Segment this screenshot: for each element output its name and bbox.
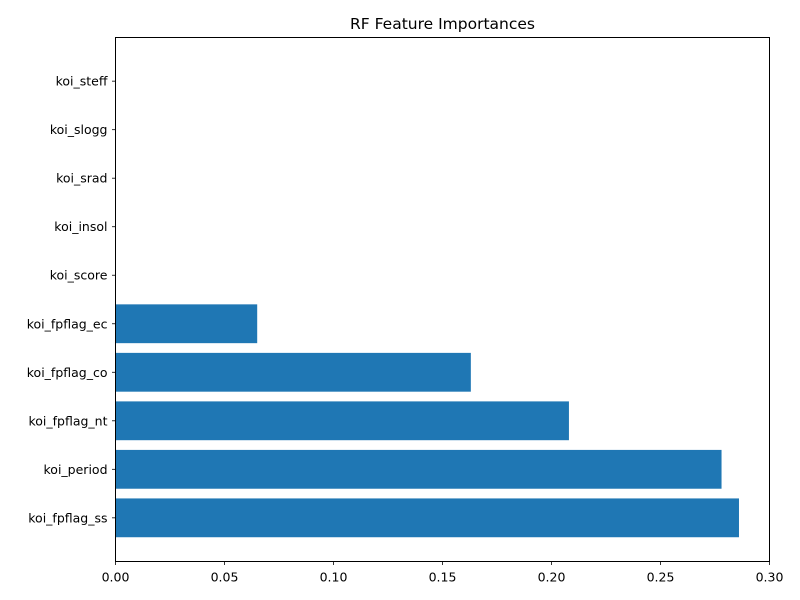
y-tick-label: koi_fpflag_ec bbox=[27, 316, 108, 331]
y-tick-label: koi_fpflag_nt bbox=[28, 413, 107, 428]
x-tick-label: 0.05 bbox=[211, 570, 239, 585]
plot-frame bbox=[115, 37, 770, 562]
y-tick-label: koi_fpflag_ss bbox=[28, 510, 107, 525]
x-tick-label: 0.20 bbox=[538, 570, 566, 585]
y-tick-label: koi_insol bbox=[54, 219, 107, 234]
bar-koi_fpflag_ec bbox=[115, 304, 258, 344]
bar-koi_period bbox=[115, 449, 722, 489]
bar-koi_fpflag_co bbox=[115, 352, 471, 392]
x-tick-label: 0.10 bbox=[320, 570, 348, 585]
x-tick-label: 0.00 bbox=[102, 570, 130, 585]
x-tick-label: 0.25 bbox=[647, 570, 675, 585]
y-tick-label: koi_score bbox=[50, 268, 108, 283]
bar-koi_fpflag_nt bbox=[115, 401, 569, 441]
bars-group bbox=[115, 304, 739, 538]
y-tick-label: koi_period bbox=[44, 462, 108, 477]
x-tick-label: 0.15 bbox=[429, 570, 457, 585]
y-tick-label: koi_slogg bbox=[50, 122, 108, 137]
y-tick-label: koi_steff bbox=[56, 74, 108, 89]
x-tick-label: 0.30 bbox=[756, 570, 784, 585]
y-tick-label: koi_srad bbox=[56, 171, 107, 186]
bar-koi_fpflag_ss bbox=[115, 498, 739, 538]
y-axis-ticks: koi_fpflag_ss koi_period koi_fpflag_nt koi_… bbox=[27, 74, 116, 525]
y-tick-label: koi_fpflag_co bbox=[27, 365, 108, 380]
x-axis-ticks: 0.00 0.05 0.10 0.15 0.20 0.25 0.30 bbox=[102, 561, 784, 585]
chart-title: RF Feature Importances bbox=[350, 15, 535, 33]
